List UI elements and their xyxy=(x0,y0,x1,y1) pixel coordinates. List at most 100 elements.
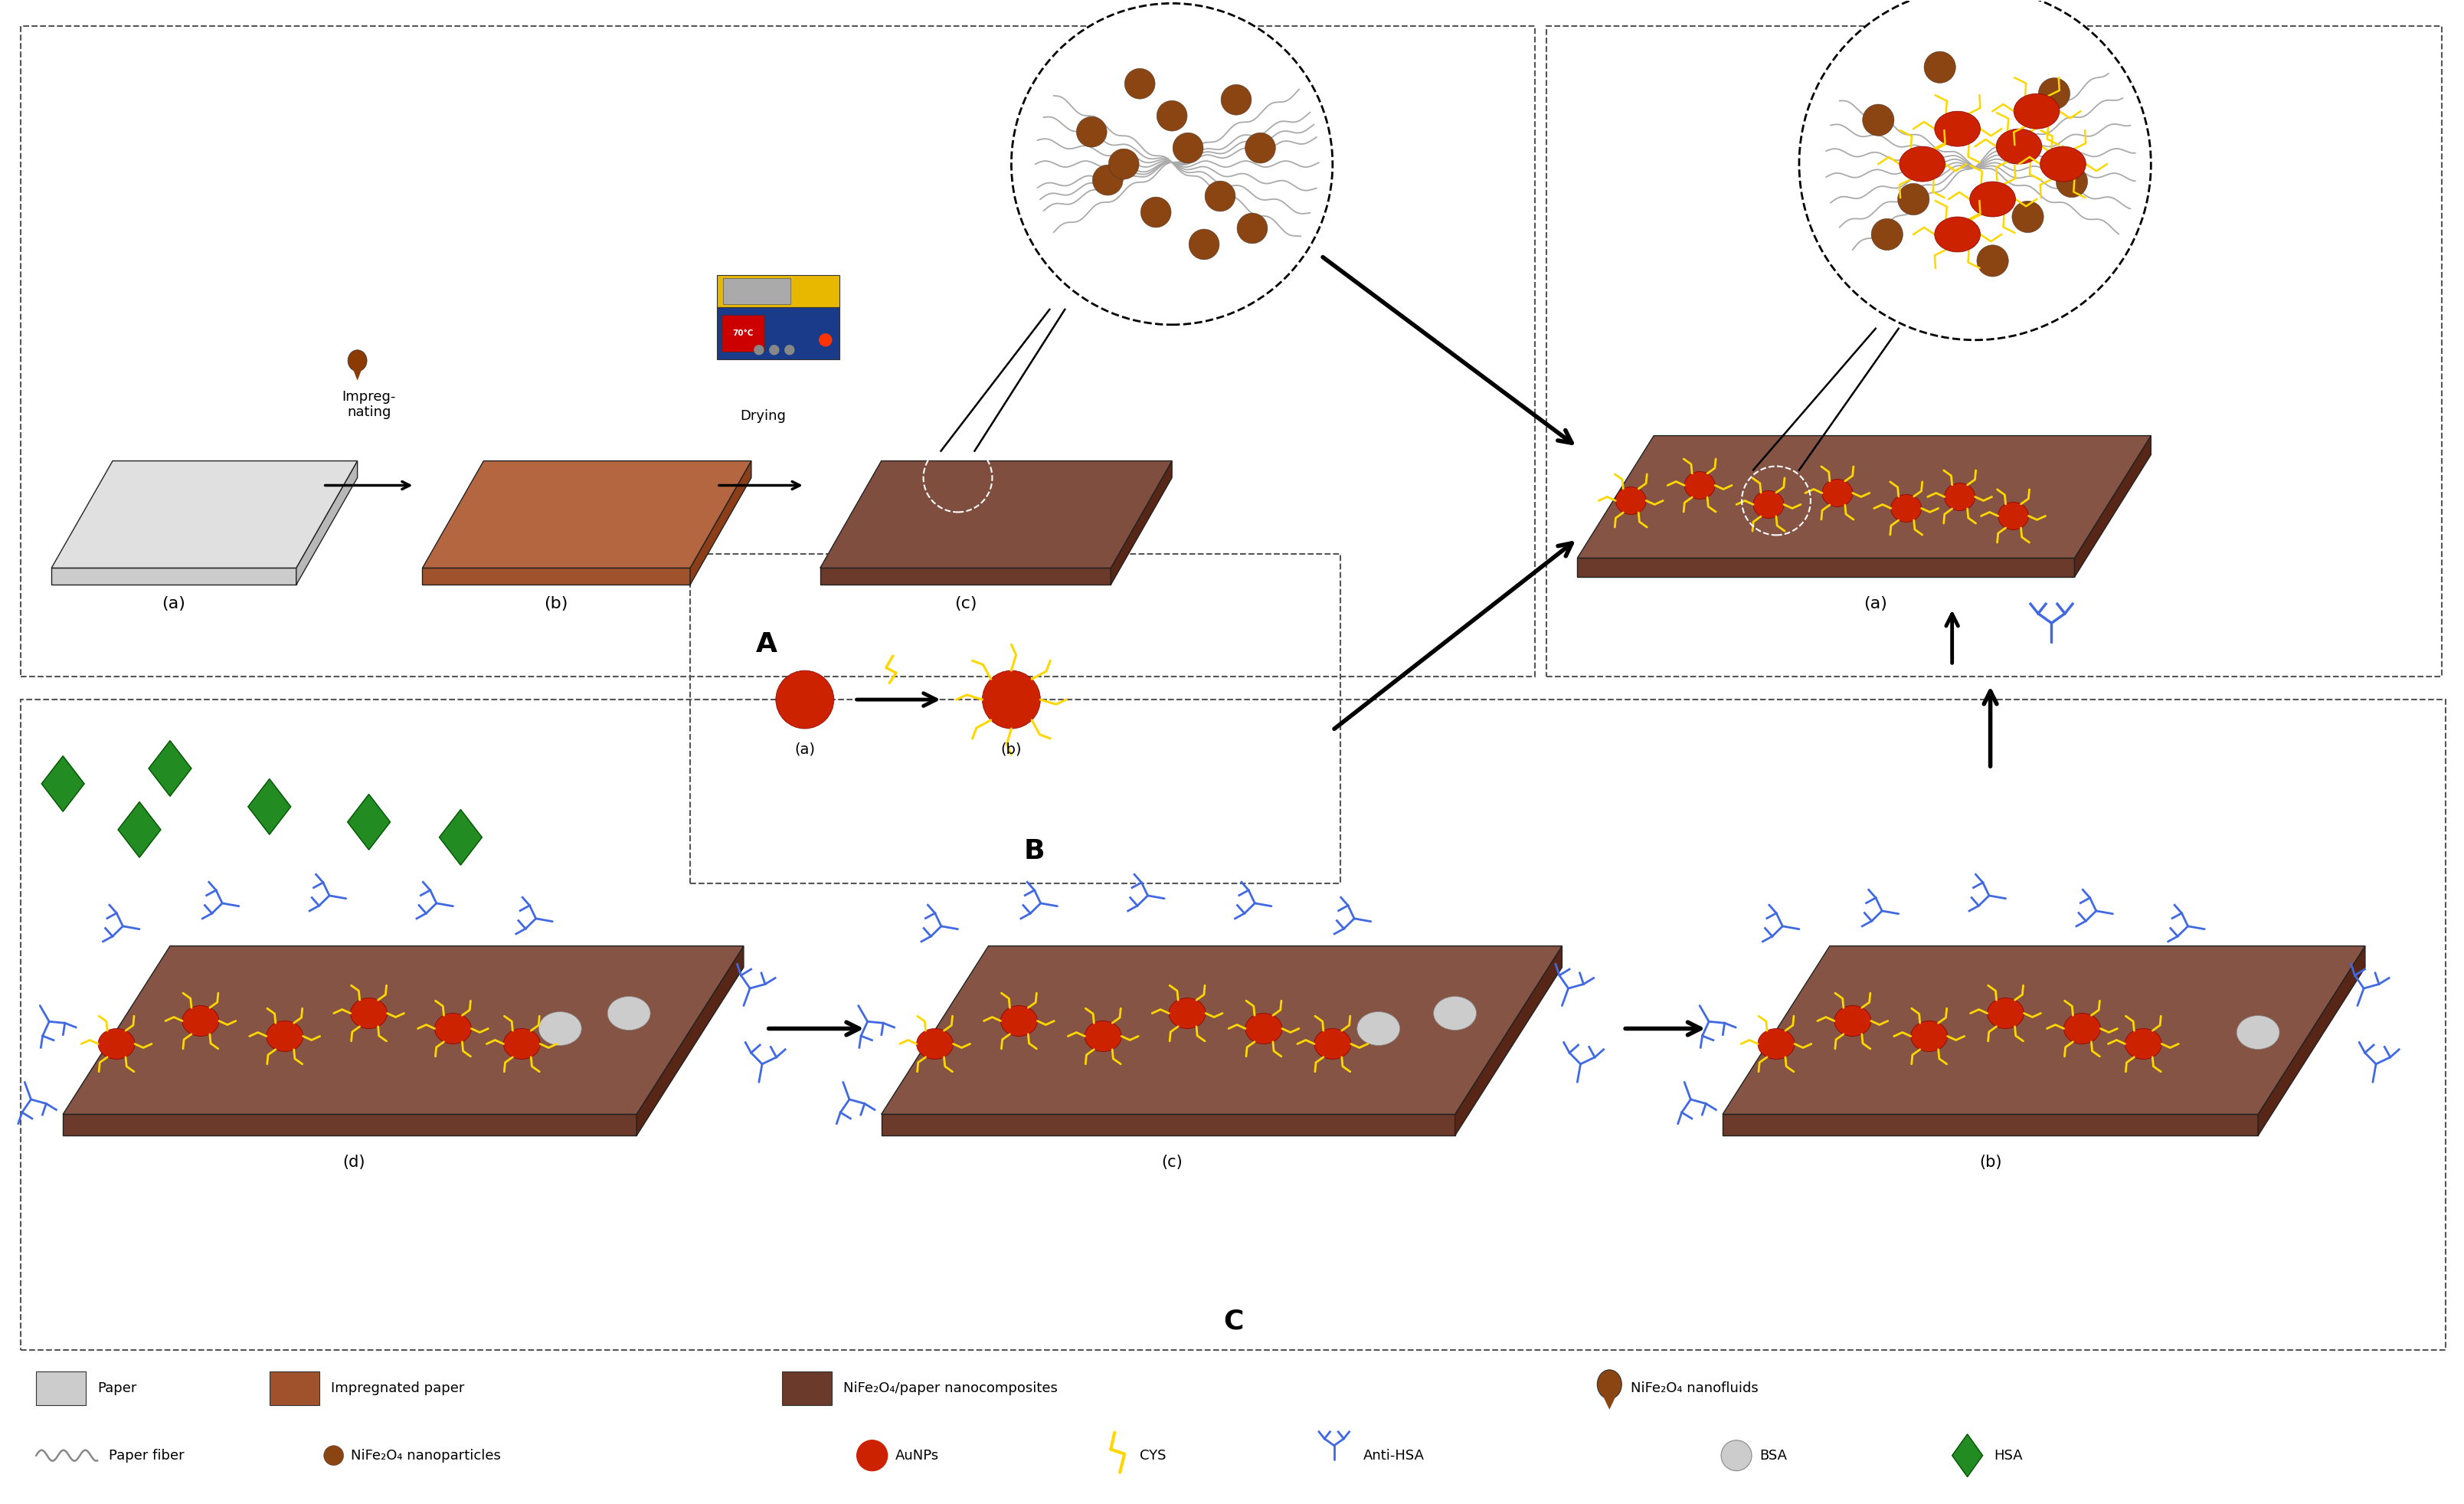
Text: Impreg-
nating: Impreg- nating xyxy=(342,390,397,420)
Bar xyxy=(722,278,791,304)
Ellipse shape xyxy=(1168,999,1205,1029)
Ellipse shape xyxy=(1934,217,1981,253)
Ellipse shape xyxy=(1597,1370,1621,1399)
Polygon shape xyxy=(52,569,296,585)
Text: AuNPs: AuNPs xyxy=(894,1448,939,1462)
Ellipse shape xyxy=(1000,1006,1037,1036)
Bar xyxy=(269,1372,320,1405)
Circle shape xyxy=(1092,165,1124,196)
Ellipse shape xyxy=(540,1012,582,1045)
Text: Paper fiber: Paper fiber xyxy=(108,1448,185,1462)
Circle shape xyxy=(1244,132,1276,164)
Polygon shape xyxy=(2257,946,2365,1136)
Ellipse shape xyxy=(1244,1014,1281,1044)
Text: Impregnated paper: Impregnated paper xyxy=(330,1381,463,1396)
Circle shape xyxy=(1863,104,1895,135)
Polygon shape xyxy=(1111,460,1173,585)
Circle shape xyxy=(1722,1441,1752,1471)
Circle shape xyxy=(769,346,779,355)
Ellipse shape xyxy=(917,1029,954,1059)
Bar xyxy=(781,1372,833,1405)
Ellipse shape xyxy=(1685,472,1715,499)
Text: (b): (b) xyxy=(545,596,569,612)
Circle shape xyxy=(2055,165,2087,197)
Ellipse shape xyxy=(182,1006,219,1036)
Ellipse shape xyxy=(609,997,650,1030)
Text: BSA: BSA xyxy=(1759,1448,1786,1462)
Ellipse shape xyxy=(350,999,387,1029)
Text: Anti-HSA: Anti-HSA xyxy=(1363,1448,1424,1462)
Polygon shape xyxy=(42,757,84,812)
Text: A: A xyxy=(756,632,776,657)
Polygon shape xyxy=(1454,946,1562,1136)
Circle shape xyxy=(857,1441,887,1471)
Circle shape xyxy=(1077,117,1106,147)
Circle shape xyxy=(1141,197,1170,227)
Circle shape xyxy=(2038,78,2070,110)
Circle shape xyxy=(1205,180,1234,212)
Ellipse shape xyxy=(983,671,1040,728)
Ellipse shape xyxy=(1754,490,1784,519)
Ellipse shape xyxy=(2237,1015,2279,1050)
Ellipse shape xyxy=(1969,182,2016,217)
Circle shape xyxy=(1976,245,2008,277)
Text: (c): (c) xyxy=(1161,1155,1183,1170)
Ellipse shape xyxy=(1434,997,1476,1030)
Ellipse shape xyxy=(776,671,833,728)
Polygon shape xyxy=(52,460,357,569)
Text: Paper: Paper xyxy=(99,1381,136,1396)
Circle shape xyxy=(1870,218,1902,250)
Polygon shape xyxy=(1577,558,2075,578)
Ellipse shape xyxy=(99,1029,136,1059)
Polygon shape xyxy=(1951,1435,1984,1477)
Polygon shape xyxy=(882,946,1562,1114)
Polygon shape xyxy=(64,946,744,1114)
Polygon shape xyxy=(249,779,291,835)
Circle shape xyxy=(323,1445,342,1465)
Circle shape xyxy=(786,346,793,355)
Polygon shape xyxy=(821,569,1111,585)
Text: (b): (b) xyxy=(1979,1155,2001,1170)
Ellipse shape xyxy=(1757,1029,1794,1059)
Ellipse shape xyxy=(266,1021,303,1051)
Polygon shape xyxy=(2075,436,2151,578)
Ellipse shape xyxy=(1616,487,1646,514)
Circle shape xyxy=(1222,84,1252,114)
Circle shape xyxy=(1010,3,1333,325)
Polygon shape xyxy=(717,275,840,307)
Polygon shape xyxy=(296,460,357,585)
Text: NiFe₂O₄ nanofluids: NiFe₂O₄ nanofluids xyxy=(1631,1381,1759,1396)
Ellipse shape xyxy=(1833,1006,1870,1036)
Text: (c): (c) xyxy=(954,596,976,612)
Text: NiFe₂O₄/paper nanocomposites: NiFe₂O₄/paper nanocomposites xyxy=(843,1381,1057,1396)
Ellipse shape xyxy=(503,1029,540,1059)
Ellipse shape xyxy=(1934,111,1981,146)
Ellipse shape xyxy=(1313,1029,1350,1059)
Ellipse shape xyxy=(347,350,367,371)
Polygon shape xyxy=(439,809,483,865)
Polygon shape xyxy=(690,460,752,585)
Ellipse shape xyxy=(2124,1029,2161,1059)
Ellipse shape xyxy=(1821,480,1853,507)
Ellipse shape xyxy=(1084,1021,1121,1051)
Polygon shape xyxy=(882,1114,1454,1136)
Ellipse shape xyxy=(2065,1014,2099,1044)
Polygon shape xyxy=(118,802,160,857)
Polygon shape xyxy=(636,946,744,1136)
Text: (a): (a) xyxy=(163,596,185,612)
Circle shape xyxy=(1173,132,1202,164)
Circle shape xyxy=(821,334,833,346)
Text: NiFe₂O₄ nanoparticles: NiFe₂O₄ nanoparticles xyxy=(350,1448,500,1462)
Polygon shape xyxy=(347,794,389,850)
Text: CYS: CYS xyxy=(1141,1448,1165,1462)
Polygon shape xyxy=(64,1114,636,1136)
Circle shape xyxy=(1124,68,1156,99)
Polygon shape xyxy=(821,460,1173,569)
Circle shape xyxy=(1237,214,1266,244)
Ellipse shape xyxy=(1988,999,2023,1029)
Circle shape xyxy=(1897,183,1929,215)
Text: 70°C: 70°C xyxy=(732,329,754,337)
Ellipse shape xyxy=(1358,1012,1400,1045)
Circle shape xyxy=(1156,101,1188,131)
Ellipse shape xyxy=(1996,129,2043,164)
